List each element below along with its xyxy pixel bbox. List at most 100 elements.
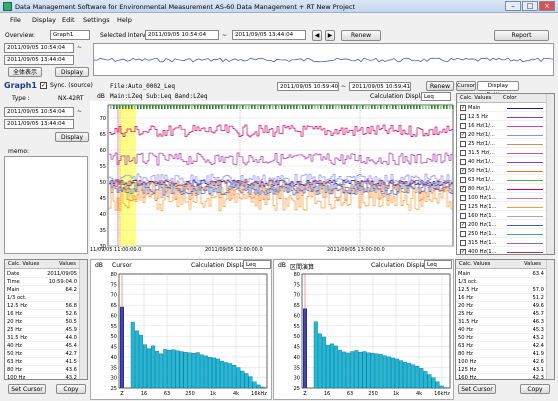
time-b-field[interactable]: 2011/09/05 10:59:41: [349, 82, 411, 91]
table-row[interactable]: 100 Hz 43.2: [5, 374, 87, 379]
show-all-button[interactable]: 全体表示: [8, 67, 42, 77]
table-row[interactable]: Time 10:59:04.0: [5, 278, 87, 286]
legend-checkbox[interactable]: ✓: [460, 186, 466, 192]
memo-textarea[interactable]: [4, 156, 88, 254]
table-row[interactable]: 50 Hz 43.2: [456, 334, 554, 342]
right-values-table[interactable]: Calc. Values Values Main 63.4 1/3 oct. 12.5 …: [455, 259, 555, 380]
table-row[interactable]: 160 Hz 42.3: [456, 374, 554, 379]
calc-display-select[interactable]: Leq: [421, 92, 451, 101]
menu-help[interactable]: Help: [117, 16, 132, 24]
legend-checkbox[interactable]: [460, 141, 466, 147]
maximize-icon[interactable]: □: [522, 1, 538, 11]
minimize-icon[interactable]: –: [505, 1, 521, 11]
menu-file[interactable]: File: [10, 16, 21, 24]
date2-start-field[interactable]: 2011/09/05 10:54:04: [4, 107, 74, 117]
legend-row[interactable]: 63 Hz(1/...: [457, 176, 554, 184]
menu-settings[interactable]: Settings: [83, 16, 110, 24]
legend-row[interactable]: ✓ 80 Hz(1/...: [457, 185, 554, 193]
legend-checkbox[interactable]: [460, 213, 466, 219]
legend-row[interactable]: 16 Hz(1/...: [457, 122, 554, 130]
time-a-field[interactable]: 2011/09/05 10:59:40: [277, 82, 339, 91]
spectrum-left-panel[interactable]: dB Cursor Calculation Display Leq 80 75 70…: [90, 259, 272, 400]
table-row[interactable]: 31.5 Hz 46.3: [456, 318, 554, 326]
table-row[interactable]: 125 Hz 43.1: [456, 366, 554, 374]
right-copy-button[interactable]: Copy: [520, 384, 550, 394]
legend-checkbox[interactable]: ✓: [460, 105, 466, 111]
table-row[interactable]: 20 Hz 49.6: [456, 302, 554, 310]
spectrum-right-panel[interactable]: dB 区間演算 Calculation Display Leq 80 75 70 65…: [273, 259, 454, 400]
tab-display-settings[interactable]: Display Settings: [477, 81, 519, 98]
legend-row[interactable]: 160 Hz(1...: [457, 212, 554, 220]
right-set-cursor-button[interactable]: Set Cursor: [458, 384, 496, 394]
legend-row[interactable]: 40 Hz(1/...: [457, 158, 554, 166]
table-row[interactable]: 31.5 Hz 44.0: [5, 334, 87, 342]
tab-cursor[interactable]: Cursor: [456, 81, 476, 91]
table-row[interactable]: 40 Hz 45.4: [5, 342, 87, 350]
table-row[interactable]: 12.5 Hz 57.0: [456, 286, 554, 294]
legend-row[interactable]: 250 Hz(1...: [457, 230, 554, 238]
date-start-field[interactable]: 2011/09/05 10:54:04: [4, 43, 74, 53]
close-icon[interactable]: ×: [539, 1, 555, 11]
legend-checkbox[interactable]: [460, 240, 466, 246]
next-icon[interactable]: ▶: [325, 30, 335, 41]
renew-button[interactable]: Renew: [341, 30, 381, 41]
legend-checkbox[interactable]: [460, 159, 466, 165]
right-table-scrollbar[interactable]: [546, 260, 554, 379]
date2-end-field[interactable]: 2011/09/05 13:44:04: [4, 119, 74, 129]
table-row[interactable]: 100 Hz 42.6: [456, 358, 554, 366]
legend-row[interactable]: 25 Hz(1/...: [457, 140, 554, 148]
overview-select[interactable]: Graph1: [50, 30, 90, 40]
main-graph-panel[interactable]: 70 65 60 55 50 45 40 35 30 11/09/05 11:00:00.0 2…: [90, 101, 456, 258]
table-row[interactable]: 40 Hz 45.3: [456, 326, 554, 334]
display-button-2[interactable]: Display: [55, 132, 89, 142]
legend-checkbox[interactable]: [460, 195, 466, 201]
legend-row[interactable]: 12.5 Hz: [457, 113, 554, 121]
table-row[interactable]: 25 Hz 45.9: [5, 326, 87, 334]
graph-renew-button[interactable]: Renew: [426, 81, 454, 91]
spec-right-calc-select[interactable]: Leq: [424, 260, 452, 269]
legend-checkbox[interactable]: ✓: [460, 222, 466, 228]
table-row[interactable]: 50 Hz 42.7: [5, 350, 87, 358]
table-row[interactable]: 16 Hz 52.6: [5, 310, 87, 318]
legend-checkbox[interactable]: [460, 177, 466, 183]
display-button[interactable]: Display: [55, 67, 89, 77]
table-row[interactable]: 80 Hz 43.6: [5, 366, 87, 374]
legend-scrollbar[interactable]: [546, 94, 554, 254]
legend-row[interactable]: 100 Hz(1...: [457, 194, 554, 202]
legend-row[interactable]: ✓ Main: [457, 104, 554, 112]
table-row[interactable]: Main 63.4: [456, 270, 554, 278]
legend-checkbox[interactable]: ✓: [460, 132, 466, 138]
prev-icon[interactable]: ◀: [312, 30, 322, 41]
table-row[interactable]: Date 2011/09/05: [5, 270, 87, 278]
table-row[interactable]: 12.5 Hz 56.8: [5, 302, 87, 310]
legend-row[interactable]: 315 Hz(1...: [457, 239, 554, 247]
menu-edit[interactable]: Edit: [62, 16, 75, 24]
legend-checkbox[interactable]: [460, 204, 466, 210]
table-row[interactable]: Main 64.2: [5, 286, 87, 294]
interval-end-field[interactable]: 2011/09/05 13:44:04: [232, 30, 306, 40]
legend-row[interactable]: ✓ 20 Hz(1/...: [457, 131, 554, 139]
menu-display[interactable]: Display: [32, 16, 56, 24]
left-set-cursor-button[interactable]: Set Cursor: [8, 384, 46, 394]
legend-row[interactable]: ✓ 200 Hz(1...: [457, 221, 554, 229]
legend-table[interactable]: Calc. Values Color ✓ Main 12.5 Hz 16 Hz(1/..…: [456, 93, 555, 255]
legend-row[interactable]: ✓ 400 Hz(1...: [457, 248, 554, 255]
legend-row[interactable]: ✓ 50 Hz(1/...: [457, 167, 554, 175]
left-copy-button[interactable]: Copy: [56, 384, 86, 394]
legend-checkbox[interactable]: [460, 123, 466, 129]
left-table-scrollbar[interactable]: [79, 260, 87, 379]
table-row[interactable]: 16 Hz 51.2: [456, 294, 554, 302]
table-row[interactable]: 63 Hz 41.5: [5, 358, 87, 366]
legend-checkbox[interactable]: [460, 114, 466, 120]
table-row[interactable]: 1/3 oct.: [5, 294, 87, 302]
legend-row[interactable]: 125 Hz(1...: [457, 203, 554, 211]
left-values-table[interactable]: Calc. Values Values Date 2011/09/05 Time 10:…: [4, 259, 88, 380]
table-row[interactable]: 25 Hz 45.7: [456, 310, 554, 318]
spec-left-calc-select[interactable]: Leq: [243, 260, 271, 269]
overview-panel[interactable]: [93, 43, 554, 76]
legend-checkbox[interactable]: ✓: [460, 168, 466, 174]
legend-checkbox[interactable]: ✓: [460, 249, 466, 255]
date-end-field[interactable]: 2011/09/05 13:44:04: [4, 55, 74, 65]
sync-checkbox[interactable]: ✓: [40, 82, 47, 89]
table-row[interactable]: 20 Hz 50.5: [5, 318, 87, 326]
